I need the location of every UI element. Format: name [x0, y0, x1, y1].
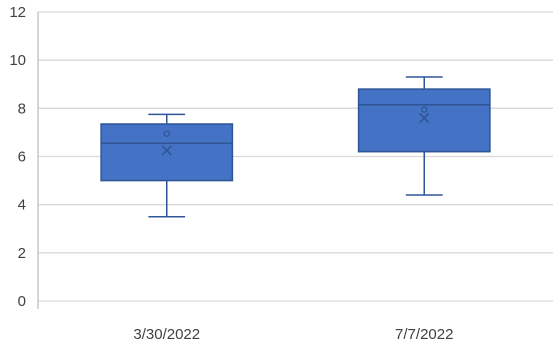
mean-marker-b	[419, 112, 430, 124]
box-series	[100, 76, 491, 218]
mean-marker-b	[161, 145, 172, 156]
y-tick-label-2: 2	[18, 245, 26, 262]
box-2	[357, 76, 491, 196]
y-tick-label-10: 10	[9, 52, 26, 69]
y-axis-tick-labels: 0 2 4 6 8 10 12	[9, 4, 26, 310]
y-tick-label-6: 6	[18, 149, 26, 166]
y-tick-label-8: 8	[18, 100, 26, 117]
y-tick-label-4: 4	[18, 197, 26, 214]
iqr-box	[100, 123, 234, 182]
inner-point-1	[420, 106, 428, 113]
y-tick-label-0: 0	[18, 293, 26, 310]
x-category-label-1: 3/30/2022	[133, 326, 200, 343]
y-tick-label-12: 12	[9, 4, 26, 21]
iqr-box	[357, 88, 491, 153]
box-1	[100, 113, 234, 218]
x-axis-category-labels: 3/30/2022 7/7/2022	[133, 326, 453, 343]
inner-point-1	[163, 130, 170, 137]
x-category-label-2: 7/7/2022	[395, 326, 453, 343]
